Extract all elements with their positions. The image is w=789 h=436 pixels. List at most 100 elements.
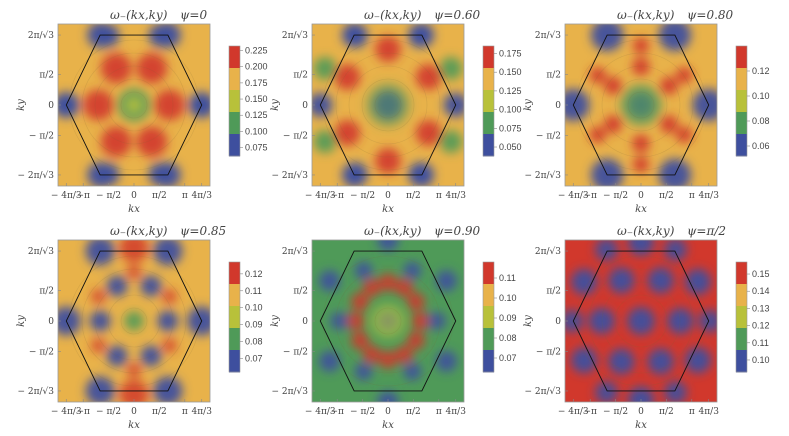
y-tick-label: 0 xyxy=(48,317,54,327)
heatmap-region xyxy=(154,89,185,121)
heatmap-region xyxy=(608,348,635,375)
brillouin-zone-hexagon xyxy=(319,34,457,176)
heatmap-region xyxy=(91,338,106,353)
contour-line xyxy=(335,52,441,158)
x-tick-label: 4π/3 xyxy=(446,191,467,201)
y-tick-label: − 2π/√3 xyxy=(524,386,561,397)
contour-line xyxy=(627,91,655,119)
colorbar-segment xyxy=(736,350,747,373)
y-tick-label: 2π/√3 xyxy=(28,30,54,41)
y-tick-label: 2π/√3 xyxy=(535,30,561,41)
heatmap-region xyxy=(157,310,179,332)
heatmap-region xyxy=(590,158,624,186)
contour-line xyxy=(94,281,174,361)
contour-line xyxy=(68,255,200,387)
heatmap-region xyxy=(658,158,692,186)
x-tick-label: 4π/3 xyxy=(192,191,213,201)
contour-line xyxy=(120,91,148,119)
brillouin-zone-hexagon xyxy=(572,34,710,176)
brillouin-zone-hexagon xyxy=(572,250,710,392)
x-tick-label: 0 xyxy=(131,191,137,201)
colorbar-segment xyxy=(483,306,494,329)
heatmap-region xyxy=(427,312,446,330)
heatmap-region xyxy=(415,120,442,146)
contour-line xyxy=(322,39,454,171)
plot-title: ω₋(kx,ky) xyxy=(110,8,168,22)
x-tick-label: 4π/3 xyxy=(192,407,213,417)
heatmap-field xyxy=(58,240,210,402)
contour-line xyxy=(614,78,668,132)
heatmap-region xyxy=(330,312,349,330)
heatmap-blobs xyxy=(565,240,717,402)
x-tick-label: −π xyxy=(583,407,597,417)
y-tick-label: π/2 xyxy=(293,287,308,297)
colorbar-tick-label: 0.12 xyxy=(752,66,770,76)
contour-line xyxy=(94,65,174,145)
contour-line xyxy=(335,268,441,374)
y-tick-label: − 2π/√3 xyxy=(271,386,308,397)
heatmap-region xyxy=(439,57,463,80)
colorbar-frame xyxy=(482,261,495,373)
heatmap-region xyxy=(136,126,168,158)
colorbar-tick-label: 0.150 xyxy=(245,94,268,104)
colorbar-segment xyxy=(736,112,747,135)
y-tick-label: − π/2 xyxy=(536,347,561,357)
heatmap-region xyxy=(377,240,399,252)
heatmap-blobs xyxy=(58,240,210,402)
heatmap-region xyxy=(571,268,598,295)
y-tick-label: − 2π/√3 xyxy=(271,170,308,181)
colorbar-tick-label: 0.150 xyxy=(499,67,522,77)
x-tick-label: 0 xyxy=(385,407,391,417)
heatmap-region xyxy=(140,275,162,297)
panel-1: ω₋(kx,ky) ψ=0 − 4π/3−π − π/2 0 π/2 π 4π/3 2π/√3 π… xyxy=(16,8,268,215)
y-tick-label: π/2 xyxy=(39,71,54,81)
colorbar-segment xyxy=(229,112,240,135)
contour-line xyxy=(575,39,707,171)
y-tick-label: − π/2 xyxy=(29,131,54,141)
colorbar-segment xyxy=(736,90,747,113)
heatmap-region xyxy=(126,362,142,378)
heatmap-field xyxy=(312,240,464,402)
heatmap-field xyxy=(565,240,717,402)
x-tick-label: π xyxy=(436,407,442,417)
contour-line xyxy=(81,268,187,374)
heatmap-region xyxy=(632,134,650,153)
heatmap-region xyxy=(571,347,598,374)
x-axis-label: kx xyxy=(128,204,140,215)
heatmap-region xyxy=(590,24,624,52)
y-axis-label: ky xyxy=(523,99,534,111)
colorbar-tick-label: 0.09 xyxy=(499,313,517,323)
heatmap-blobs xyxy=(319,240,457,402)
heatmap-field xyxy=(565,24,717,186)
contour-line xyxy=(575,255,707,387)
heatmap-region xyxy=(647,348,674,375)
heatmap-region xyxy=(89,310,111,332)
panel-2: ω₋(kx,ky) ψ=0.60 − 4π/3−π − π/2 0 π/2 π 4π/3 2π/… xyxy=(270,8,522,215)
heatmap-region xyxy=(313,57,337,80)
heatmap-region xyxy=(148,24,172,47)
y-tick-label: − π/2 xyxy=(283,347,308,357)
heatmap-region xyxy=(627,307,655,335)
colorbar-tick-label: 0.10 xyxy=(245,303,263,313)
colorbar-segment xyxy=(229,350,240,373)
colorbar-tick-label: 0.225 xyxy=(245,46,268,56)
heatmap-region xyxy=(124,311,144,331)
contour-line xyxy=(322,255,454,387)
y-tick-label: − π/2 xyxy=(283,131,308,141)
heatmap-region xyxy=(692,88,717,122)
heatmap-region xyxy=(684,268,711,295)
contour-line xyxy=(120,307,148,335)
colorbar-tick-label: 0.07 xyxy=(499,353,517,363)
y-axis-label: ky xyxy=(16,315,27,327)
y-axis-label: ky xyxy=(16,99,27,111)
heatmap-region xyxy=(435,270,457,292)
x-tick-label: 4π/3 xyxy=(446,407,467,417)
x-tick-label: 4π/3 xyxy=(699,407,720,417)
y-axis-label: ky xyxy=(523,315,534,327)
colorbar-segment xyxy=(483,112,494,135)
panel-5: ω₋(kx,ky) ψ=0.90 − 4π/3−π − π/2 0 π/2 π 4π/3 2π/… xyxy=(270,224,517,431)
heatmap-region xyxy=(375,148,401,174)
colorbar-segment xyxy=(229,284,240,307)
heatmap-region xyxy=(370,303,406,339)
heatmap-region xyxy=(604,76,622,95)
